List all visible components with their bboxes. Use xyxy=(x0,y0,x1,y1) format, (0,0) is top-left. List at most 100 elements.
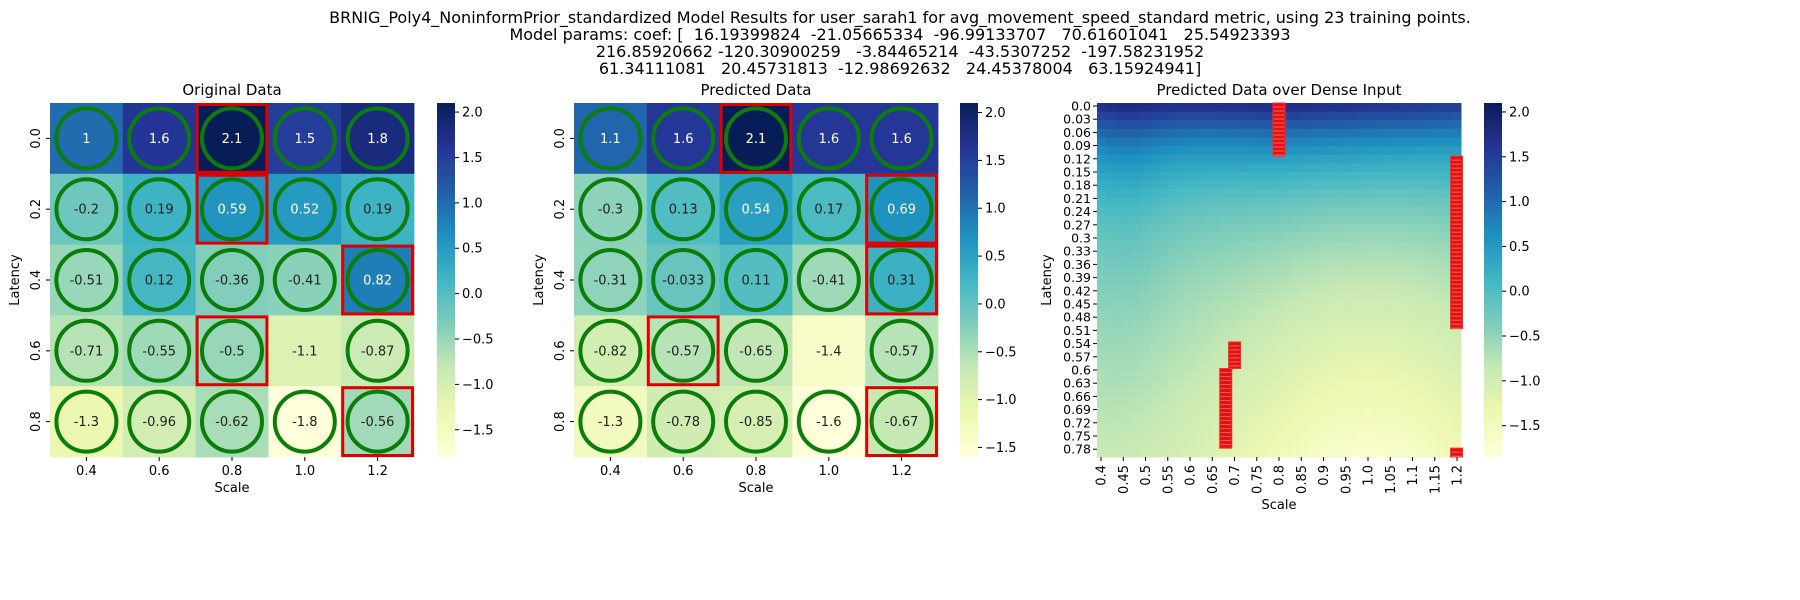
dense-cell xyxy=(1132,137,1142,147)
dense-cell xyxy=(1425,146,1435,156)
dense-cell xyxy=(1168,318,1178,328)
dense-cell xyxy=(1292,448,1302,458)
dense-cell xyxy=(1452,137,1462,147)
dense-cell xyxy=(1203,439,1213,449)
dense-cell xyxy=(1274,215,1284,225)
dense-cell xyxy=(1416,292,1426,303)
dense-cell xyxy=(1123,405,1134,415)
dense-cell xyxy=(1239,370,1249,380)
dense-cell xyxy=(1159,431,1169,441)
dense-cell xyxy=(1443,120,1453,130)
dense-cell xyxy=(1168,120,1178,130)
dense-cell xyxy=(1372,387,1382,398)
y-tick-label: 0.2 xyxy=(553,199,568,220)
dense-cell xyxy=(1239,318,1249,328)
dense-cell xyxy=(1105,422,1116,432)
dense-cell xyxy=(1230,111,1240,121)
dense-cell xyxy=(1247,232,1258,242)
dense-cell xyxy=(1372,439,1382,449)
dense-cell xyxy=(1354,258,1364,268)
colorbar-tick-label: 1.0 xyxy=(462,196,483,211)
dense-cell xyxy=(1132,232,1142,242)
dense-cell xyxy=(1176,318,1187,328)
dense-cell xyxy=(1301,405,1311,415)
dense-cell xyxy=(1372,128,1382,139)
dense-cell xyxy=(1407,275,1418,285)
dense-cell xyxy=(1123,422,1134,432)
training-point-circle xyxy=(578,389,643,454)
dense-cell xyxy=(1247,120,1258,130)
training-point-circle xyxy=(54,389,119,454)
dense-cell xyxy=(1336,197,1347,208)
dense-cell xyxy=(1159,120,1169,130)
dense-cell xyxy=(1247,431,1258,441)
dense-cell xyxy=(1141,163,1151,173)
dense-cell xyxy=(1345,163,1355,173)
dense-cell xyxy=(1168,206,1178,216)
dense-cell xyxy=(1230,223,1240,234)
dense-cell xyxy=(1292,163,1302,173)
dense-cell xyxy=(1141,292,1151,303)
dense-cell xyxy=(1283,318,1293,328)
dense-cell xyxy=(1425,189,1435,199)
dense-cell xyxy=(1443,439,1453,449)
dense-cell xyxy=(1389,301,1400,311)
dense-cell xyxy=(1443,180,1453,190)
dense-cell xyxy=(1194,318,1205,328)
dense-cell xyxy=(1132,180,1142,190)
dense-cell xyxy=(1097,301,1107,311)
dense-cell xyxy=(1363,197,1373,208)
dense-cell xyxy=(1194,206,1205,216)
dense-cell xyxy=(1114,249,1125,259)
dense-cell xyxy=(1310,318,1320,328)
dense-cell xyxy=(1363,310,1373,320)
dense-cell xyxy=(1381,327,1391,337)
dense-cell xyxy=(1372,292,1382,303)
dense-cell xyxy=(1345,275,1355,285)
dense-cell xyxy=(1123,215,1134,225)
dense-cell xyxy=(1389,146,1400,156)
dense-cell xyxy=(1168,413,1178,423)
dense-cell xyxy=(1407,137,1418,147)
dense-cell xyxy=(1256,103,1267,113)
dense-cell xyxy=(1168,370,1178,380)
heatmap-cell xyxy=(268,315,342,387)
dense-cell xyxy=(1443,353,1453,363)
dense-cell xyxy=(1354,301,1364,311)
dense-cell xyxy=(1256,215,1267,225)
dense-cell xyxy=(1354,103,1364,113)
suptitle-line-4: 61.34111081 20.45731813 -12.98692632 24.… xyxy=(598,59,1202,78)
dense-cell xyxy=(1301,241,1311,251)
dense-cell xyxy=(1256,180,1267,190)
dense-cell xyxy=(1230,163,1240,173)
dense-cell xyxy=(1363,344,1373,354)
dense-cell xyxy=(1398,327,1409,337)
dense-cell xyxy=(1114,232,1125,242)
dense-cell xyxy=(1363,405,1373,415)
dense-cell xyxy=(1132,146,1142,156)
dense-cell xyxy=(1389,154,1400,164)
dense-cell xyxy=(1256,344,1267,354)
dense-cell xyxy=(1389,336,1400,346)
dense-cell xyxy=(1345,232,1355,242)
dense-cell xyxy=(1283,448,1293,458)
dense-cell xyxy=(1425,327,1435,337)
dense-cell xyxy=(1301,249,1311,259)
dense-cell xyxy=(1230,422,1240,432)
training-point-circle xyxy=(272,106,337,171)
dense-cell xyxy=(1398,292,1409,303)
dense-cell xyxy=(1239,103,1249,113)
dense-cell xyxy=(1114,422,1125,432)
dense-cell xyxy=(1452,370,1462,380)
dense-cell xyxy=(1345,387,1355,398)
cell-value-label: -1.6 xyxy=(816,415,841,430)
dense-cell xyxy=(1239,137,1249,147)
training-point-circle xyxy=(127,248,192,312)
dense-cell xyxy=(1230,387,1240,398)
dense-cell xyxy=(1283,197,1293,208)
dense-cell xyxy=(1389,310,1400,320)
dense-cell xyxy=(1123,275,1134,285)
dense-cell xyxy=(1123,163,1134,173)
dense-cell xyxy=(1105,197,1116,208)
y-axis-label: Latency xyxy=(8,254,23,306)
